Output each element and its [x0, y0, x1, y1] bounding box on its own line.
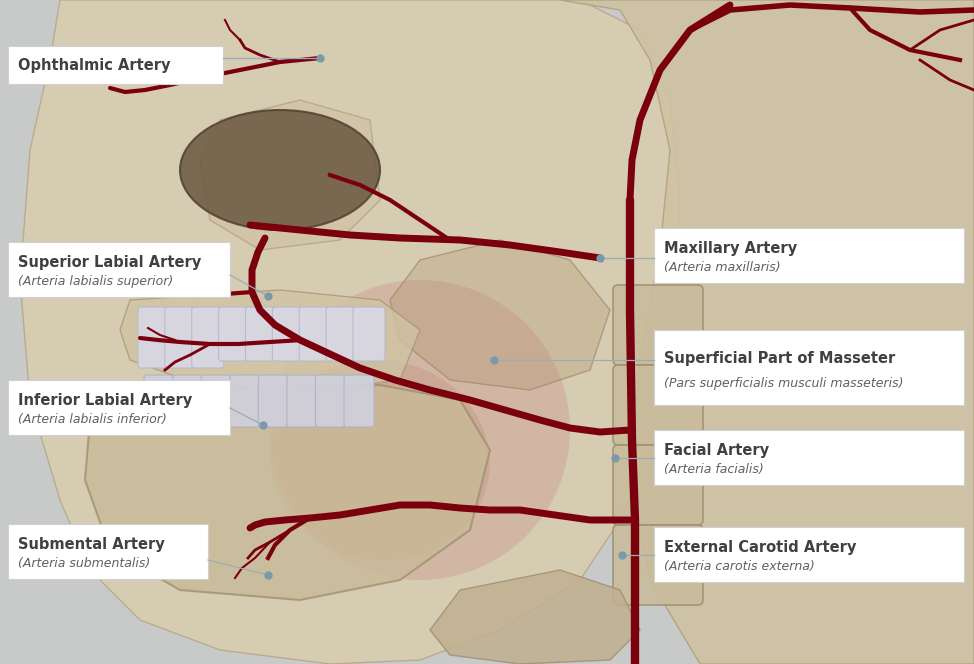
FancyBboxPatch shape — [344, 375, 374, 427]
FancyBboxPatch shape — [165, 307, 197, 368]
Polygon shape — [560, 0, 974, 664]
Text: Maxillary Artery: Maxillary Artery — [664, 242, 797, 256]
FancyBboxPatch shape — [654, 228, 964, 283]
FancyBboxPatch shape — [192, 307, 224, 368]
FancyBboxPatch shape — [613, 285, 703, 365]
Polygon shape — [390, 240, 610, 390]
FancyBboxPatch shape — [218, 307, 250, 361]
FancyBboxPatch shape — [299, 307, 331, 361]
Text: (Pars superficialis musculi masseteris): (Pars superficialis musculi masseteris) — [664, 378, 904, 390]
FancyBboxPatch shape — [273, 307, 304, 361]
FancyBboxPatch shape — [202, 375, 231, 427]
FancyBboxPatch shape — [258, 375, 288, 427]
FancyBboxPatch shape — [654, 430, 964, 485]
FancyBboxPatch shape — [8, 242, 230, 297]
Text: Facial Artery: Facial Artery — [664, 444, 769, 458]
FancyBboxPatch shape — [287, 375, 317, 427]
FancyBboxPatch shape — [654, 330, 964, 405]
FancyBboxPatch shape — [138, 307, 170, 368]
FancyBboxPatch shape — [8, 524, 208, 579]
FancyBboxPatch shape — [172, 375, 203, 427]
FancyBboxPatch shape — [230, 375, 260, 427]
FancyBboxPatch shape — [8, 380, 230, 435]
FancyBboxPatch shape — [654, 527, 964, 582]
FancyBboxPatch shape — [144, 375, 174, 427]
Text: (Arteria labialis superior): (Arteria labialis superior) — [18, 275, 173, 288]
Text: Inferior Labial Artery: Inferior Labial Artery — [18, 393, 192, 408]
FancyBboxPatch shape — [613, 365, 703, 445]
Text: (Arteria carotis externa): (Arteria carotis externa) — [664, 560, 814, 573]
Ellipse shape — [271, 360, 490, 560]
Text: (Arteria maxillaris): (Arteria maxillaris) — [664, 261, 780, 274]
Text: (Arteria submentalis): (Arteria submentalis) — [18, 557, 150, 570]
Polygon shape — [20, 0, 680, 664]
Text: External Carotid Artery: External Carotid Artery — [664, 540, 856, 555]
FancyBboxPatch shape — [316, 375, 346, 427]
Text: (Arteria labialis inferior): (Arteria labialis inferior) — [18, 413, 167, 426]
FancyBboxPatch shape — [326, 307, 358, 361]
FancyBboxPatch shape — [8, 46, 223, 84]
Text: (Arteria facialis): (Arteria facialis) — [664, 463, 764, 476]
Polygon shape — [85, 385, 490, 600]
Polygon shape — [430, 570, 640, 664]
Text: Submental Artery: Submental Artery — [18, 537, 165, 552]
FancyBboxPatch shape — [353, 307, 385, 361]
FancyBboxPatch shape — [613, 525, 703, 605]
Text: Superior Labial Artery: Superior Labial Artery — [18, 256, 202, 270]
Text: Ophthalmic Artery: Ophthalmic Artery — [18, 58, 170, 73]
Text: Superficial Part of Masseter: Superficial Part of Masseter — [664, 351, 895, 366]
Ellipse shape — [270, 280, 570, 580]
Ellipse shape — [180, 110, 380, 230]
FancyBboxPatch shape — [245, 307, 278, 361]
Polygon shape — [200, 100, 380, 250]
FancyBboxPatch shape — [613, 445, 703, 525]
Polygon shape — [120, 290, 420, 390]
